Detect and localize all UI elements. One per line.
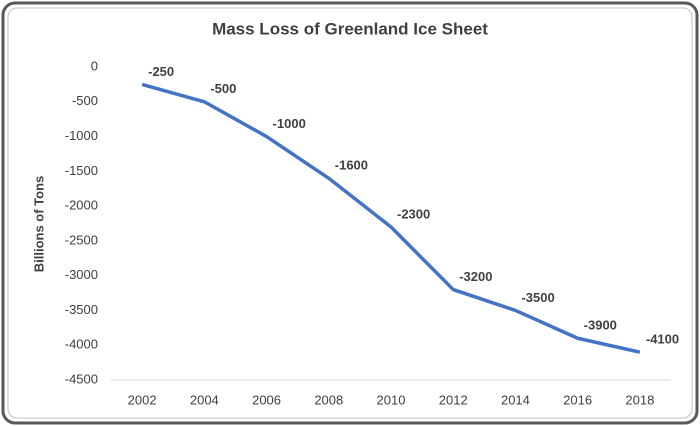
y-tick-label: -2000 — [65, 198, 98, 213]
x-tick-label: 2018 — [625, 392, 654, 407]
x-tick-label: 2010 — [377, 392, 406, 407]
y-tick-label: -500 — [72, 93, 98, 108]
x-tick-label: 2008 — [314, 392, 343, 407]
data-label: -500 — [210, 81, 236, 96]
y-tick-label: -2500 — [65, 232, 98, 247]
y-tick-label: -3000 — [65, 267, 98, 282]
data-label: -4100 — [646, 332, 679, 347]
y-tick-label: 0 — [91, 58, 98, 73]
data-label: -3500 — [521, 290, 554, 305]
y-tick-label: -4500 — [65, 371, 98, 386]
y-tick-label: -1000 — [65, 128, 98, 143]
x-tick-label: 2012 — [439, 392, 468, 407]
data-label: -1600 — [335, 158, 368, 173]
chart-inner-frame — [7, 7, 693, 419]
y-tick-label: -4000 — [65, 337, 98, 352]
data-label: -3900 — [584, 318, 617, 333]
x-tick-label: 2006 — [252, 392, 281, 407]
x-tick-label: 2004 — [190, 392, 219, 407]
x-tick-label: 2016 — [563, 392, 592, 407]
y-tick-label: -3500 — [65, 302, 98, 317]
data-label: -250 — [148, 64, 174, 79]
y-axis-label: Billions of Tons — [31, 176, 46, 273]
x-tick-label: 2002 — [128, 392, 157, 407]
data-label: -3200 — [459, 269, 492, 284]
x-tick-label: 2014 — [501, 392, 530, 407]
data-label: -2300 — [397, 206, 430, 221]
chart-title: Mass Loss of Greenland Ice Sheet — [212, 19, 488, 38]
data-label: -1000 — [273, 116, 306, 131]
y-tick-label: -1500 — [65, 163, 98, 178]
data-line — [141, 82, 641, 354]
